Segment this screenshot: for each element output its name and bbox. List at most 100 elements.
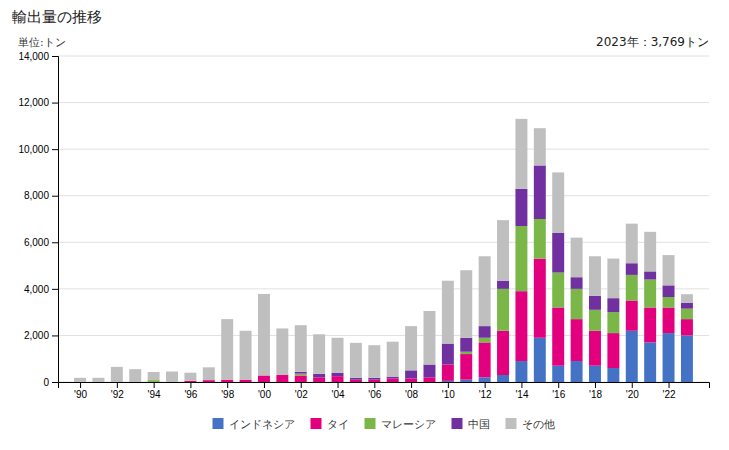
bar-segment bbox=[295, 372, 307, 374]
y-tick-mark bbox=[52, 289, 58, 290]
x-tick-label: '92 bbox=[111, 389, 124, 400]
bar-segment bbox=[423, 311, 435, 365]
bar-segment bbox=[589, 366, 601, 382]
x-tick-label: '06 bbox=[368, 389, 381, 400]
x-tick-mark bbox=[338, 382, 339, 388]
x-tick-label: '12 bbox=[479, 389, 492, 400]
grid-line bbox=[58, 195, 709, 196]
x-tick-mark bbox=[227, 382, 228, 388]
x-tick-label: '02 bbox=[295, 389, 308, 400]
y-tick-label: 12,000 bbox=[18, 97, 49, 108]
bar-segment bbox=[313, 377, 325, 382]
x-tick-label: '94 bbox=[148, 389, 161, 400]
bar-segment bbox=[92, 378, 104, 382]
bar-segment bbox=[203, 380, 215, 382]
y-tick: 8,000 bbox=[24, 190, 58, 201]
x-tick: '92 bbox=[111, 382, 124, 400]
legend-item: インドネシア bbox=[213, 418, 295, 431]
bar-segment bbox=[589, 310, 601, 331]
bar-segment bbox=[534, 219, 546, 259]
bar-segment bbox=[534, 128, 546, 165]
series-bars bbox=[74, 119, 693, 382]
bar-segment bbox=[479, 326, 491, 338]
y-tick-mark bbox=[52, 149, 58, 150]
bar-segment bbox=[663, 297, 675, 307]
legend-swatch bbox=[506, 418, 517, 429]
bar-segment bbox=[644, 307, 656, 342]
bar-segment bbox=[184, 381, 196, 382]
bar-segment bbox=[552, 233, 564, 273]
legend-swatch bbox=[311, 418, 322, 429]
bar-segment bbox=[405, 370, 417, 378]
bar-segment bbox=[571, 289, 583, 319]
bar-segment bbox=[129, 369, 141, 382]
bar-segment bbox=[460, 338, 472, 352]
bar-segment bbox=[148, 372, 160, 380]
bar-segment bbox=[681, 309, 693, 319]
bar-segment bbox=[460, 380, 472, 382]
x-tick-label: '90 bbox=[74, 389, 87, 400]
bar-segment bbox=[423, 365, 435, 378]
x-tick-mark bbox=[80, 382, 81, 388]
y-axis: 02,0004,0006,0008,00010,00012,00014,000 bbox=[18, 51, 58, 388]
bar-segment bbox=[350, 380, 362, 382]
bar-segment bbox=[332, 373, 344, 376]
x-tick-mark bbox=[485, 382, 486, 388]
bar-segment bbox=[460, 354, 472, 380]
y-tick-label: 4,000 bbox=[24, 284, 49, 295]
bar-segment bbox=[368, 378, 380, 380]
x-tick: '18 bbox=[589, 382, 602, 400]
bar-segment bbox=[442, 344, 454, 365]
bar-segment bbox=[571, 238, 583, 278]
bar-segment bbox=[515, 226, 527, 291]
x-axis: '90'92'94'96'98'00'02'04'06'08'10'12'14'… bbox=[59, 382, 710, 400]
bar-segment bbox=[644, 232, 656, 272]
bar-segment bbox=[626, 301, 638, 331]
legend-label: タイ bbox=[327, 418, 349, 431]
x-tick: '20 bbox=[626, 382, 639, 400]
bar-segment bbox=[74, 378, 86, 382]
grid-line bbox=[58, 242, 709, 243]
bar-segment bbox=[571, 319, 583, 361]
bar-segment bbox=[607, 312, 619, 333]
bar-segment bbox=[589, 296, 601, 310]
x-tick: '94 bbox=[148, 382, 161, 400]
bar-segment bbox=[221, 319, 233, 380]
bar-segment bbox=[148, 380, 160, 382]
bar-segment bbox=[571, 277, 583, 289]
bar-segment bbox=[589, 256, 601, 296]
bar-segment bbox=[644, 342, 656, 382]
bar-segment bbox=[626, 224, 638, 264]
bar-segment bbox=[681, 335, 693, 382]
bar-segment bbox=[313, 334, 325, 374]
x-tick-label: '08 bbox=[405, 389, 418, 400]
bar-segment bbox=[405, 379, 417, 382]
bar-segment bbox=[534, 338, 546, 382]
bar-segment bbox=[276, 328, 288, 375]
bar-segment bbox=[663, 333, 675, 382]
title: 輸出量の推移 bbox=[12, 8, 102, 26]
x-tick-mark bbox=[374, 382, 375, 388]
x-tick: '00 bbox=[258, 382, 271, 400]
bar-segment bbox=[479, 377, 491, 382]
y-tick-mark bbox=[52, 56, 58, 57]
x-tick-label: '00 bbox=[258, 389, 271, 400]
grid-line bbox=[58, 56, 709, 57]
bar-segment bbox=[497, 375, 509, 382]
x-tick-mark bbox=[595, 382, 596, 388]
bar-segment bbox=[681, 319, 693, 335]
legend-item: その他 bbox=[506, 418, 555, 431]
bar-segment bbox=[332, 376, 344, 382]
x-tick-mark bbox=[521, 382, 522, 388]
bar-segment bbox=[368, 345, 380, 378]
y-tick: 4,000 bbox=[24, 284, 58, 295]
bar-segment bbox=[515, 119, 527, 189]
bar-segment bbox=[515, 361, 527, 382]
bar-segment bbox=[515, 189, 527, 226]
legend-item: マレーシア bbox=[365, 418, 436, 431]
legend-label: マレーシア bbox=[381, 418, 436, 431]
bar-segment bbox=[295, 374, 307, 376]
bar-segment bbox=[203, 367, 215, 380]
bar-segment bbox=[534, 165, 546, 219]
x-tick-label: '96 bbox=[184, 389, 197, 400]
